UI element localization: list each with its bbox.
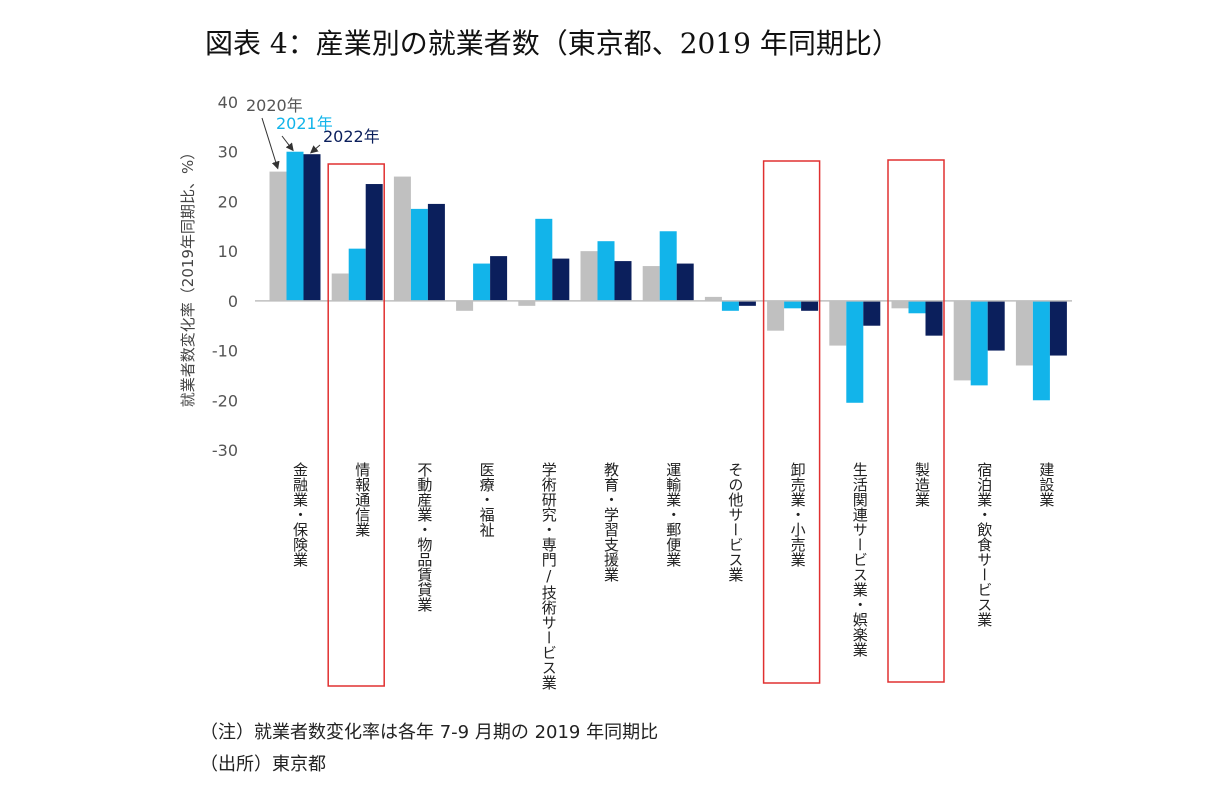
bar-2021年-1 <box>286 151 304 301</box>
bar-2021年-11 <box>908 300 926 314</box>
highlight-box-2 <box>327 163 385 687</box>
bar-2022年-2 <box>365 184 383 301</box>
legend-label-2020年: 2020年 <box>246 96 303 115</box>
category-label: 建設業 <box>1037 462 1055 507</box>
y-tick-label: 40 <box>218 93 238 112</box>
bar-2020年-3 <box>393 176 411 301</box>
bar-2022年-13 <box>1049 300 1067 356</box>
chart-title: 図表 4：産業別の就業者数（東京都、2019 年同期比） <box>205 27 900 60</box>
bar-2022年-5 <box>552 258 570 301</box>
y-tick-label: -30 <box>212 441 238 460</box>
bar-2021年-9 <box>784 300 802 309</box>
y-axis-label: 就業者数変化率（2019年同期比、%） <box>179 145 197 407</box>
bar-2022年-1 <box>303 154 321 301</box>
bar-2020年-7 <box>642 266 660 301</box>
bar-2020年-8 <box>704 296 722 301</box>
category-label: 教育・学習支援業 <box>602 462 620 582</box>
bar-2021年-8 <box>721 300 739 311</box>
bar-2020年-11 <box>891 300 909 309</box>
bar-2021年-2 <box>348 248 366 301</box>
bar-2021年-13 <box>1032 300 1050 401</box>
bar-2022年-10 <box>863 300 881 326</box>
category-label: 医療・福祉 <box>478 462 496 537</box>
y-tick-label: 30 <box>218 143 238 162</box>
category-label: 金融業・保険業 <box>291 462 309 567</box>
bar-2020年-6 <box>580 251 598 301</box>
category-label: 学術研究・専門/技術サービス業 <box>540 462 558 690</box>
bar-2021年-7 <box>659 231 677 301</box>
legend-arrow-2022年 <box>309 144 321 154</box>
bar-2020年-1 <box>269 171 287 301</box>
bar-2022年-6 <box>614 261 632 301</box>
y-tick-label: -10 <box>212 342 238 361</box>
category-label: その他サービス業 <box>726 462 744 582</box>
bar-2020年-13 <box>1015 300 1033 366</box>
category-label: 宿泊業・飲食サービス業 <box>975 462 993 627</box>
chart-source: （出所）東京都 <box>200 754 326 775</box>
category-label: 情報通信業 <box>353 462 371 537</box>
bar-2020年-4 <box>456 300 474 311</box>
y-tick-label: 10 <box>218 242 238 261</box>
bar-2022年-8 <box>738 300 756 306</box>
bar-2022年-7 <box>676 263 694 301</box>
category-label: 製造業 <box>913 462 931 507</box>
bar-2021年-12 <box>970 300 988 386</box>
bar-2022年-4 <box>490 256 508 301</box>
category-label: 運輸業・郵便業 <box>664 462 682 567</box>
bar-2020年-5 <box>518 300 536 306</box>
legend-arrow-2020年 <box>261 117 280 170</box>
y-tick-label: 20 <box>218 192 238 211</box>
legend-label-2022年: 2022年 <box>323 127 380 146</box>
category-label: 卸売業・小売業 <box>789 462 807 567</box>
bar-2020年-9 <box>767 300 785 331</box>
bar-2021年-10 <box>846 300 864 403</box>
bar-2020年-2 <box>331 273 349 301</box>
y-tick-label: -20 <box>212 391 238 410</box>
bar-2021年-6 <box>597 241 615 301</box>
bar-2020年-10 <box>829 300 847 346</box>
category-label: 不動産業・物品賃貸業 <box>415 462 433 612</box>
bar-2022年-9 <box>801 300 819 311</box>
bar-2020年-12 <box>953 300 971 381</box>
bar-2022年-11 <box>925 300 943 336</box>
bar-2021年-5 <box>535 218 553 301</box>
legend-label-2021年: 2021年 <box>276 114 333 133</box>
bar-2021年-4 <box>473 263 491 301</box>
bar-2022年-12 <box>987 300 1005 351</box>
bar-2022年-3 <box>427 203 445 301</box>
y-tick-label: 0 <box>228 292 238 311</box>
bar-2021年-3 <box>410 208 428 301</box>
chart-note: （注）就業者数変化率は各年 7-9 月期の 2019 年同期比 <box>200 722 659 743</box>
highlight-box-9 <box>762 160 821 684</box>
highlight-box-11 <box>887 159 945 683</box>
legend-arrow-2021年 <box>281 135 294 152</box>
category-label: 生活関連サービス業・娯楽業 <box>851 462 869 657</box>
